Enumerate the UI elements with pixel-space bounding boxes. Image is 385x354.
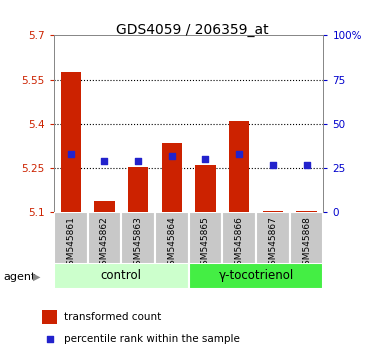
Bar <box>155 212 189 264</box>
Text: GSM545865: GSM545865 <box>201 217 210 272</box>
Point <box>135 158 141 164</box>
Text: agent: agent <box>4 272 36 282</box>
Point <box>101 158 107 164</box>
Text: GDS4059 / 206359_at: GDS4059 / 206359_at <box>116 23 269 37</box>
Bar <box>189 263 323 289</box>
Bar <box>223 212 256 264</box>
Bar <box>54 212 88 264</box>
Text: GSM545864: GSM545864 <box>167 217 176 271</box>
Point <box>47 336 53 342</box>
Point <box>169 153 175 159</box>
Point <box>68 151 74 157</box>
Text: γ-tocotrienol: γ-tocotrienol <box>218 269 294 282</box>
Bar <box>229 121 249 212</box>
Bar <box>61 72 81 212</box>
Point <box>270 162 276 167</box>
Bar <box>121 212 155 264</box>
Text: GSM545863: GSM545863 <box>134 217 142 272</box>
Bar <box>189 212 223 264</box>
Bar <box>162 143 182 212</box>
Bar <box>42 310 57 324</box>
Text: GSM545866: GSM545866 <box>235 217 244 272</box>
Bar <box>94 201 115 212</box>
Text: percentile rank within the sample: percentile rank within the sample <box>64 334 240 344</box>
Bar <box>296 211 316 212</box>
Text: GSM545868: GSM545868 <box>302 217 311 272</box>
Point <box>203 156 209 162</box>
Text: GSM545867: GSM545867 <box>268 217 277 272</box>
Bar <box>54 263 189 289</box>
Text: transformed count: transformed count <box>64 312 161 322</box>
Text: control: control <box>101 269 142 282</box>
Bar <box>128 167 148 212</box>
Bar <box>290 212 323 264</box>
Point <box>236 151 242 157</box>
Text: ▶: ▶ <box>33 272 40 282</box>
Bar <box>256 212 290 264</box>
Text: GSM545861: GSM545861 <box>66 217 75 272</box>
Bar <box>196 165 216 212</box>
Text: GSM545862: GSM545862 <box>100 217 109 271</box>
Bar <box>88 212 121 264</box>
Bar <box>263 211 283 212</box>
Point <box>303 162 310 167</box>
